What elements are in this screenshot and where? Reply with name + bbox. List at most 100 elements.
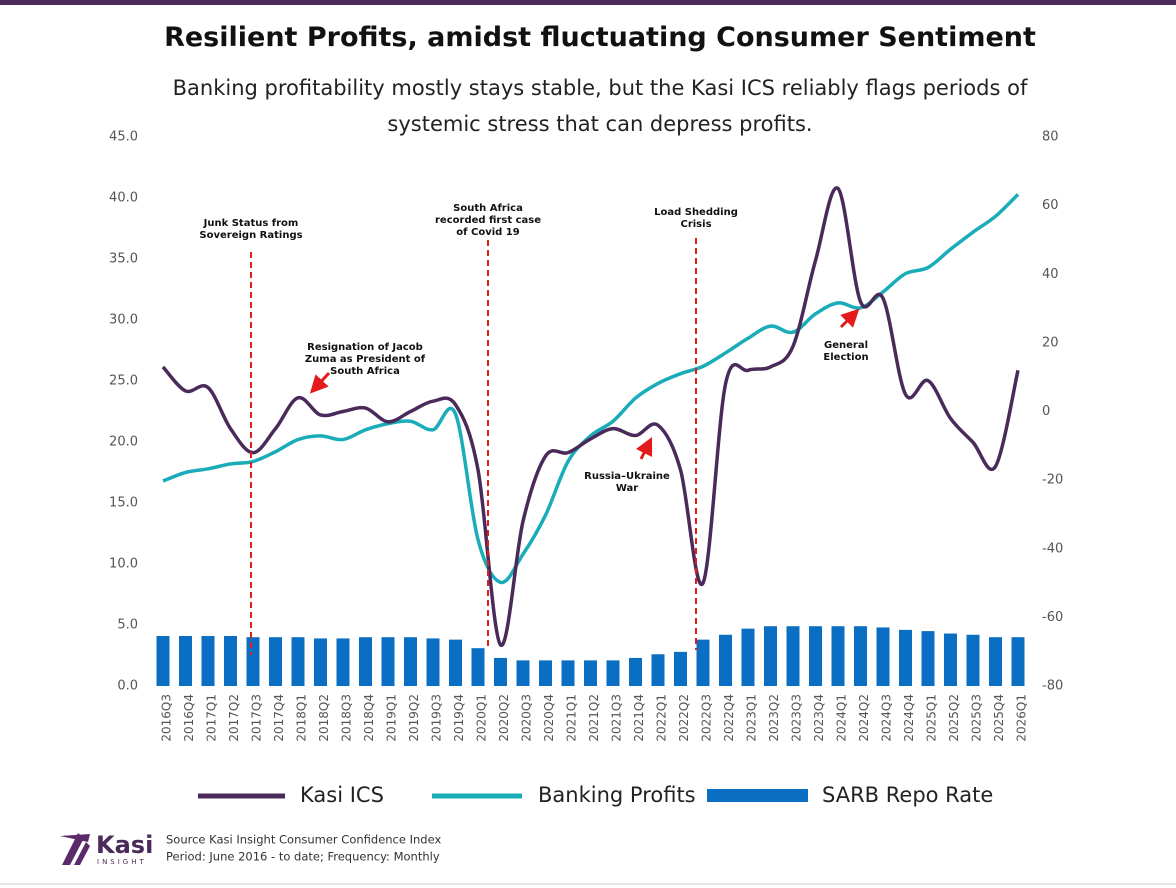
annotation: General [824, 340, 868, 351]
logo-subtext: INSIGHT [97, 858, 147, 866]
y2-tick-label: 80 [1042, 130, 1059, 145]
x-tick-label: 2017Q3 [250, 694, 264, 742]
bar [921, 631, 935, 686]
bar [471, 648, 485, 686]
x-tick-label: 2023Q4 [812, 694, 826, 742]
x-tick-label: 2017Q2 [227, 694, 241, 742]
bar [674, 651, 687, 686]
event-arrow [839, 308, 860, 329]
bar [966, 634, 980, 686]
y-tick-label: 25.0 [109, 374, 138, 389]
bar [449, 639, 462, 686]
x-tick-label: 2019Q3 [430, 694, 444, 742]
x-tick-label: 2023Q1 [745, 694, 759, 742]
bar [426, 638, 440, 686]
bar [989, 637, 1002, 686]
bar [606, 660, 620, 686]
x-tick-label: 2025Q1 [925, 694, 939, 742]
bar [899, 629, 912, 686]
x-tick-label: 2021Q4 [632, 694, 646, 742]
x-tick-label: 2016Q3 [160, 694, 174, 742]
annotation: South Africa [453, 203, 523, 214]
bar [809, 626, 822, 686]
logo [60, 833, 90, 865]
annotation: South Africa [330, 366, 400, 377]
y-tick-label: 45.0 [109, 130, 138, 145]
bar [629, 657, 642, 686]
y2-tick-label: -60 [1042, 610, 1063, 625]
x-tick-label: 2026Q1 [1015, 694, 1029, 742]
x-tick-label: 2024Q4 [902, 694, 916, 742]
y2-tick-label: -20 [1042, 473, 1063, 488]
y2-tick-label: 60 [1042, 198, 1059, 213]
x-tick-label: 2023Q2 [767, 694, 781, 742]
y-tick-label: 40.0 [109, 191, 138, 206]
x-tick-label: 2025Q2 [947, 694, 961, 742]
x-tick-label: 2022Q3 [700, 694, 714, 742]
y2-tick-label: -80 [1042, 679, 1063, 694]
annotation: Election [823, 352, 868, 363]
x-tick-label: 2020Q4 [542, 694, 556, 742]
bar [854, 626, 867, 686]
top-bar [0, 0, 1176, 5]
annotation: Resignation of Jacob [307, 342, 423, 353]
bar [381, 637, 395, 686]
chart-subtitle: Banking profitability mostly stays stabl… [172, 76, 1028, 136]
x-tick-label: 2020Q1 [475, 694, 489, 742]
line [162, 193, 1020, 585]
x-tick-label: 2020Q2 [497, 694, 511, 742]
x-tick-label: 2017Q1 [205, 694, 219, 742]
x-tick-label: 2019Q4 [452, 694, 466, 742]
bar [314, 638, 327, 686]
bar [944, 633, 957, 686]
legend-label: Kasi ICS [300, 783, 384, 807]
x-tick-label: 2024Q3 [880, 694, 894, 742]
bar [651, 654, 665, 686]
bar [696, 639, 710, 686]
bar [516, 660, 530, 686]
bar [291, 637, 305, 686]
x-tick-label: 2022Q2 [677, 694, 691, 742]
x-tick-label: 2017Q4 [272, 694, 286, 742]
annotation: Junk Status from [203, 218, 299, 229]
y-tick-label: 20.0 [109, 435, 138, 450]
bar [201, 635, 215, 686]
x-tick-label: 2021Q3 [610, 694, 624, 742]
annotation: War [616, 483, 638, 494]
bar [876, 627, 890, 686]
annotation: Load Shedding [654, 207, 738, 218]
legend-label: Banking Profits [538, 783, 696, 807]
x-tick-label: 2022Q4 [722, 694, 736, 742]
x-tick-label: 2016Q4 [182, 694, 196, 742]
x-tick-label: 2024Q1 [835, 694, 849, 742]
x-tick-label: 2025Q4 [992, 694, 1006, 742]
x-tick-label: 2020Q3 [520, 694, 534, 742]
y-tick-label: 30.0 [109, 313, 138, 328]
bar [404, 637, 417, 686]
bar [269, 637, 282, 686]
bar [179, 635, 192, 686]
bar [224, 635, 237, 686]
bar [156, 635, 170, 686]
annotation: Zuma as President of [305, 354, 426, 365]
y-tick-label: 15.0 [109, 496, 138, 511]
legend-swatch [707, 789, 808, 802]
logo-text: Kasi [96, 831, 153, 859]
x-tick-label: 2024Q2 [857, 694, 871, 742]
x-tick-label: 2018Q2 [317, 694, 331, 742]
period-note: Period: June 2016 - to date; Frequency: … [166, 850, 440, 864]
bar [719, 634, 732, 686]
x-tick-label: 2025Q3 [970, 694, 984, 742]
annotation: Russia–Ukraine [584, 471, 670, 482]
line [161, 186, 1020, 647]
x-tick-label: 2021Q1 [565, 694, 579, 742]
bar [1011, 637, 1025, 686]
annotation: of Covid 19 [456, 227, 519, 238]
y-tick-label: 5.0 [117, 618, 138, 633]
y2-tick-label: 0 [1042, 404, 1050, 419]
source-note: Source Kasi Insight Consumer Confidence … [166, 833, 441, 847]
bar [786, 626, 800, 686]
annotation: recorded first case [435, 215, 541, 226]
x-tick-label: 2018Q4 [362, 694, 376, 742]
